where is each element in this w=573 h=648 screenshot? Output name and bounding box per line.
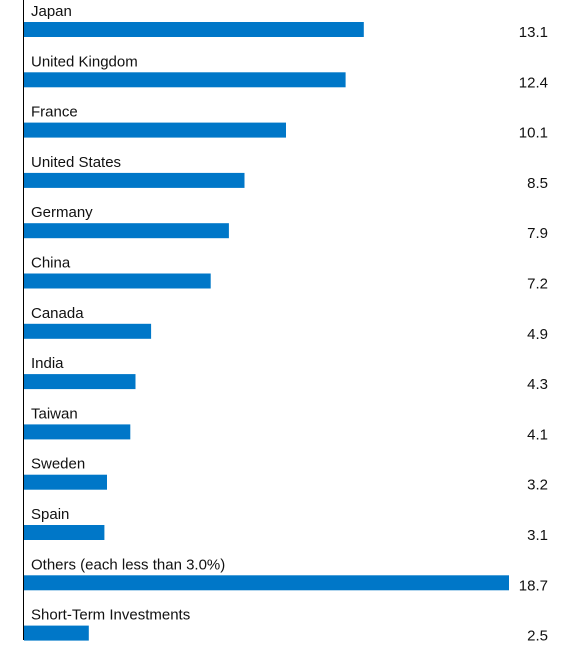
category-label: Spain [31,506,69,523]
value-label: 13.1 [519,24,548,41]
value-label: 4.3 [527,376,548,393]
bar [24,223,229,239]
value-label: 3.1 [527,527,548,544]
category-label: Short-Term Investments [31,607,190,624]
bar [24,323,152,339]
category-label: Sweden [31,456,85,473]
category-label: Canada [31,305,84,322]
category-label: France [31,104,78,121]
category-label: Others (each less than 3.0%) [31,556,225,573]
bar [24,122,286,138]
category-label: India [31,355,64,372]
bar [24,273,211,289]
value-label: 7.2 [527,276,548,293]
category-label: Taiwan [31,405,78,422]
value-label: 18.7 [519,577,548,594]
value-label: 10.1 [519,125,548,142]
bar [24,525,105,540]
bar [24,374,136,390]
bar [24,575,509,591]
bars-layer: Japan 13.1 United Kingdom 12.4 France 10.1 Uni… [24,3,548,645]
category-label: China [31,255,71,272]
category-label: United Kingdom [31,53,138,70]
category-label: Japan [31,3,72,20]
bar [24,474,107,490]
value-label: 8.5 [527,175,548,192]
bar [24,172,245,188]
value-label: 3.2 [527,477,548,494]
value-label: 4.9 [527,326,548,343]
bar [24,72,346,88]
value-label: 4.1 [527,426,548,443]
bar [24,625,89,641]
value-label: 2.5 [527,628,548,645]
value-label: 7.9 [527,225,548,242]
category-label: Germany [31,204,93,221]
value-label: 12.4 [519,74,548,91]
bar [24,424,131,440]
category-label: United States [31,154,121,171]
bar [24,22,364,37]
